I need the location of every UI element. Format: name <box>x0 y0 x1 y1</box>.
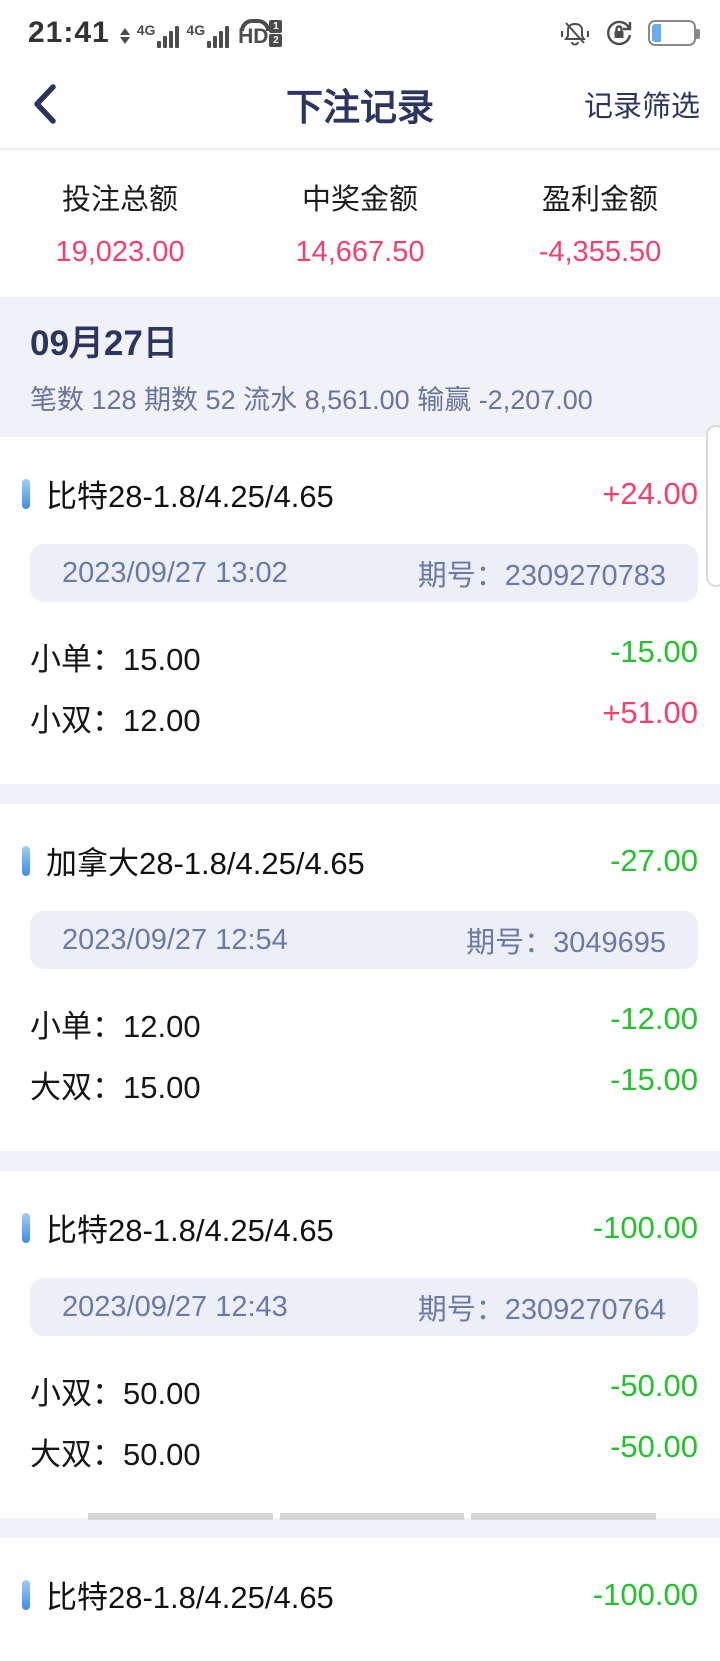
summary-label: 中奖金额 <box>301 184 418 216</box>
bet-type-amount: 小双：12.00 <box>30 703 201 738</box>
clock: 21:41 <box>28 16 110 49</box>
game-name: 加拿大28-1.8/4.25/4.65 <box>46 846 365 881</box>
summary-label: 盈利金额 <box>541 184 658 216</box>
bet-result: -15.00 <box>610 634 698 669</box>
battery-icon <box>648 20 700 46</box>
bet-result: +51.00 <box>602 695 698 730</box>
nav-segment[interactable] <box>88 1513 273 1520</box>
sim2-signal-icon: 4G <box>186 22 230 48</box>
profit-summary: 盈利金额 -4,355.50 <box>480 176 720 269</box>
card-profit: +24.00 <box>602 475 698 511</box>
bet-type-amount: 小单：12.00 <box>30 1009 201 1044</box>
bet-result: -12.00 <box>610 1001 698 1036</box>
back-chevron-icon <box>34 84 56 124</box>
back-button[interactable] <box>32 80 80 128</box>
bet-record-card[interactable]: 加拿大28-1.8/4.25/4.65 -27.00 2023/09/27 12… <box>0 804 720 1151</box>
summary-value: 14,667.50 <box>295 236 425 268</box>
nav-segment[interactable] <box>279 1513 465 1520</box>
card-info-pill: 2023/09/27 13:02 期号：2309270783 <box>30 544 698 602</box>
summary-value: -4,355.50 <box>538 236 662 268</box>
bet-row: 大双：15.00 -15.00 <box>30 1062 698 1107</box>
bet-row: 小单：12.00 -12.00 <box>30 1001 698 1046</box>
rotation-lock-icon <box>606 20 632 46</box>
bet-record-card[interactable]: 比特28-1.8/4.25/4.65 +24.00 2023/09/27 13:… <box>0 437 720 784</box>
card-profit: -27.00 <box>610 842 698 878</box>
card-info-pill: 2023/09/27 12:43 期号：2309270764 <box>30 1278 698 1336</box>
date-title: 09月27日 <box>30 324 178 363</box>
game-name: 比特28-1.8/4.25/4.65 <box>46 1213 334 1248</box>
card-info-pill: 2023/09/27 12:54 期号：3049695 <box>30 911 698 969</box>
bet-result: -50.00 <box>610 1368 698 1403</box>
bet-time: 2023/09/27 12:43 <box>62 1290 288 1323</box>
summary-label: 投注总额 <box>61 184 178 216</box>
bet-time: 2023/09/27 12:54 <box>62 923 288 956</box>
summary-totals: 投注总额 19,023.00 中奖金额 14,667.50 盈利金额 -4,35… <box>0 150 720 297</box>
card-indicator-bar <box>22 845 30 876</box>
bet-row: 小双：12.00 +51.00 <box>30 695 698 740</box>
card-separator <box>0 784 720 804</box>
card-separator <box>0 1518 720 1538</box>
issue-number: 期号：2309270783 <box>417 560 666 592</box>
card-indicator-bar <box>22 1212 30 1243</box>
bet-record-card[interactable]: 比特28-1.8/4.25/4.65 -100.00 <box>0 1538 720 1661</box>
data-transfer-icon <box>119 28 130 44</box>
bet-row: 大双：50.00 -50.00 <box>30 1429 698 1474</box>
game-name: 比特28-1.8/4.25/4.65 <box>46 1580 334 1615</box>
bet-result: -15.00 <box>610 1062 698 1097</box>
bet-type-amount: 大双：50.00 <box>30 1437 201 1472</box>
card-indicator-bar <box>22 1579 30 1610</box>
record-filter-button[interactable]: 记录筛选 <box>583 91 700 123</box>
bet-row: 小双：50.00 -50.00 <box>30 1368 698 1413</box>
card-profit: -100.00 <box>592 1209 698 1245</box>
date-group-header: 09月27日 笔数 128 期数 52 流水 8,561.00 输赢 -2,20… <box>0 297 720 437</box>
bet-result: -50.00 <box>610 1429 698 1464</box>
bottom-nav-bars[interactable] <box>88 1513 657 1520</box>
card-profit: -100.00 <box>592 1576 698 1612</box>
card-indicator-bar <box>22 478 30 509</box>
issue-number: 期号：2309270764 <box>417 1294 666 1326</box>
bet-type-amount: 小双：50.00 <box>30 1376 201 1411</box>
date-stats: 笔数 128 期数 52 流水 8,561.00 输赢 -2,207.00 <box>30 385 593 415</box>
total-bet-summary: 投注总额 19,023.00 <box>0 176 240 269</box>
total-win-summary: 中奖金额 14,667.50 <box>240 176 480 269</box>
bet-record-card[interactable]: 比特28-1.8/4.25/4.65 -100.00 2023/09/27 12… <box>0 1171 720 1518</box>
header: 下注记录 记录筛选 <box>0 60 720 150</box>
scrollbar-thumb[interactable] <box>706 425 720 587</box>
bet-type-amount: 小单：15.00 <box>30 642 201 677</box>
bet-row: 小单：15.00 -15.00 <box>30 634 698 679</box>
nav-segment[interactable] <box>471 1513 657 1520</box>
game-name: 比特28-1.8/4.25/4.65 <box>46 479 334 514</box>
mute-icon <box>561 22 589 46</box>
summary-value: 19,023.00 <box>55 236 185 268</box>
sim1-signal-icon: 4G <box>137 22 180 48</box>
bet-time: 2023/09/27 13:02 <box>62 556 288 589</box>
card-separator <box>0 1151 720 1171</box>
issue-number: 期号：3049695 <box>466 927 666 959</box>
bet-type-amount: 大双：15.00 <box>30 1070 201 1105</box>
